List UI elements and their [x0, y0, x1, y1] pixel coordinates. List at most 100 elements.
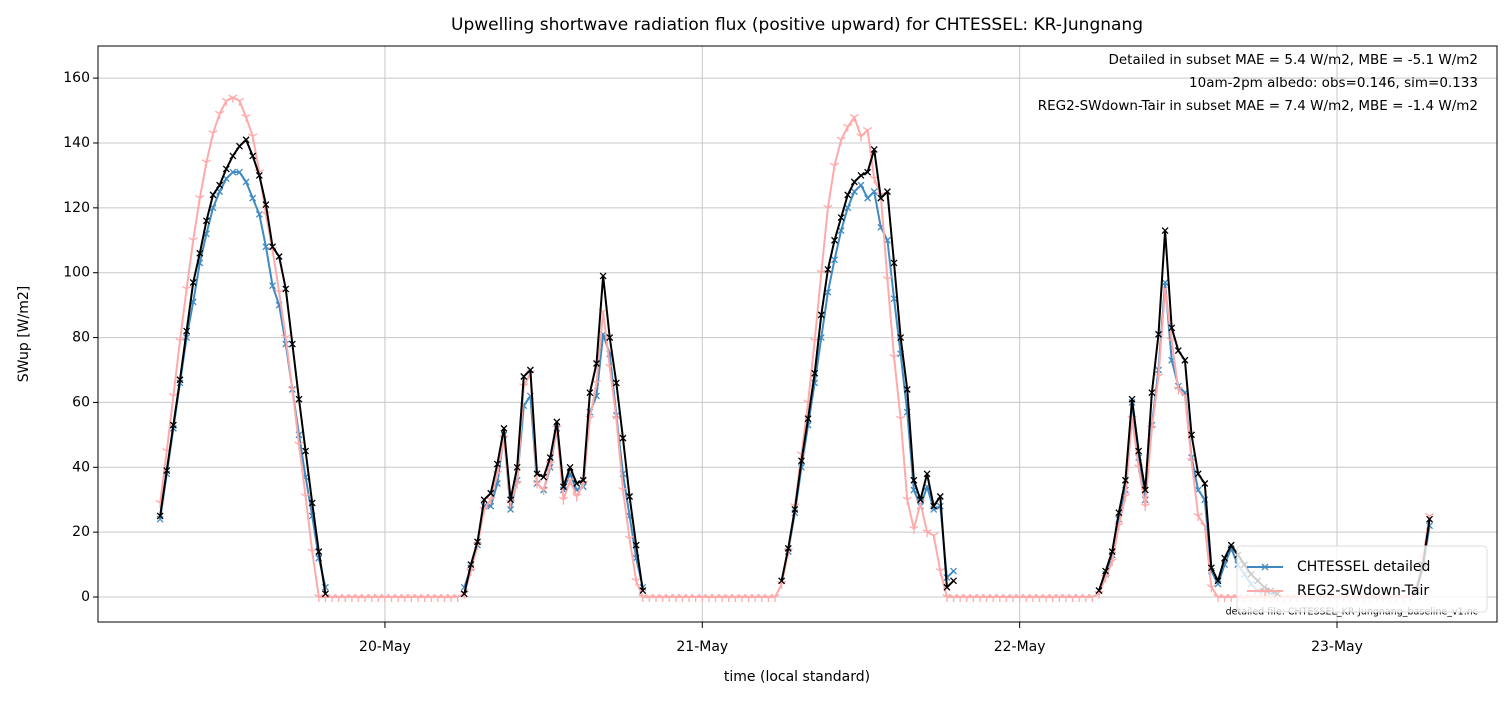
data-point: [169, 421, 177, 429]
data-point: [209, 191, 217, 199]
data-point: [798, 457, 805, 465]
data-point: [1121, 476, 1129, 484]
data-point: [923, 470, 931, 478]
data-point: [467, 561, 475, 569]
data-point: [558, 496, 569, 505]
data-point: [201, 159, 212, 168]
data-point: [877, 194, 885, 202]
data-point: [189, 278, 197, 286]
data-point: [823, 204, 833, 213]
data-point: [804, 415, 812, 423]
data-point: [553, 418, 561, 426]
data-point: [930, 502, 938, 510]
data-point: [321, 590, 329, 598]
data-point: [909, 525, 919, 534]
y-tick-label: 60: [72, 394, 90, 410]
data-point: [181, 285, 192, 294]
data-point: [599, 272, 607, 280]
x-tick-label: 20-May: [359, 639, 411, 655]
x-tick-label: 21-May: [676, 639, 728, 655]
data-point: [844, 191, 852, 199]
data-point: [281, 334, 291, 343]
data-point: [844, 204, 852, 212]
data-point: [460, 590, 468, 598]
data-point: [295, 395, 303, 403]
data-point: [183, 327, 191, 335]
data-point: [269, 243, 277, 251]
data-point: [269, 282, 277, 290]
data-point: [222, 165, 230, 173]
data-point: [1188, 431, 1196, 439]
data-point: [228, 94, 238, 103]
data-point: [255, 210, 263, 218]
data-point: [156, 512, 164, 520]
y-tick-label: 20: [72, 524, 90, 540]
data-point: [249, 194, 257, 202]
data-point: [493, 460, 501, 468]
data-point: [294, 441, 304, 450]
data-point: [1095, 587, 1103, 595]
data-point: [163, 467, 171, 475]
y-tick-label: 0: [81, 589, 90, 605]
legend-label: REG2-SWdown-Tair: [1297, 583, 1429, 599]
data-point: [302, 447, 310, 455]
data-point: [936, 493, 944, 500]
data-point: [1227, 541, 1235, 549]
data-point: [1115, 509, 1123, 517]
data-point: [559, 483, 567, 491]
data-point: [857, 181, 865, 189]
annotation: Detailed in subset MAE = 5.4 W/m2, MBE =…: [1108, 52, 1478, 68]
data-point: [1108, 548, 1116, 556]
data-point: [903, 385, 911, 393]
data-point: [579, 476, 587, 484]
data-point: [242, 136, 250, 144]
data-point: [538, 486, 549, 495]
data-point: [624, 535, 635, 544]
data-point: [897, 334, 905, 342]
y-tick-label: 40: [72, 459, 90, 475]
data-point: [1181, 356, 1189, 364]
data-point: [566, 463, 574, 471]
data-point: [195, 195, 205, 204]
data-point: [870, 145, 878, 153]
data-point: [626, 493, 634, 500]
data-point: [593, 360, 600, 367]
data-point: [474, 538, 481, 546]
data-point: [1201, 480, 1209, 487]
data-point: [1207, 564, 1215, 572]
data-point: [1174, 347, 1182, 355]
data-point: [249, 152, 257, 160]
data-point: [188, 237, 198, 246]
data-point: [241, 113, 251, 123]
data-point: [606, 334, 614, 342]
data-point: [817, 311, 825, 319]
data-point: [857, 171, 865, 179]
data-point: [262, 243, 270, 251]
data-point: [816, 269, 826, 278]
data-point: [255, 171, 263, 179]
data-point: [902, 496, 912, 505]
data-point: [935, 568, 945, 577]
data-point: [1128, 395, 1136, 403]
data-point: [572, 493, 582, 502]
data-point: [837, 214, 845, 222]
y-axis-label: SWup [W/m2]: [16, 286, 32, 382]
data-point: [307, 548, 317, 557]
y-tick-label: 140: [63, 135, 90, 151]
data-point: [1194, 470, 1202, 478]
data-point: [811, 369, 819, 377]
data-point: [1206, 584, 1217, 593]
data-point: [532, 480, 542, 489]
y-tick-label: 160: [63, 70, 90, 86]
data-point: [520, 373, 528, 380]
data-point: [275, 253, 283, 260]
data-point: [1168, 324, 1176, 332]
legend-label: CHTESSEL detailed: [1297, 559, 1430, 575]
data-point: [1426, 515, 1434, 523]
data-point: [546, 454, 554, 462]
data-point: [242, 178, 250, 186]
data-point: [950, 577, 957, 585]
data-point: [487, 489, 495, 497]
data-point: [612, 379, 620, 387]
data-point: [1173, 386, 1183, 395]
